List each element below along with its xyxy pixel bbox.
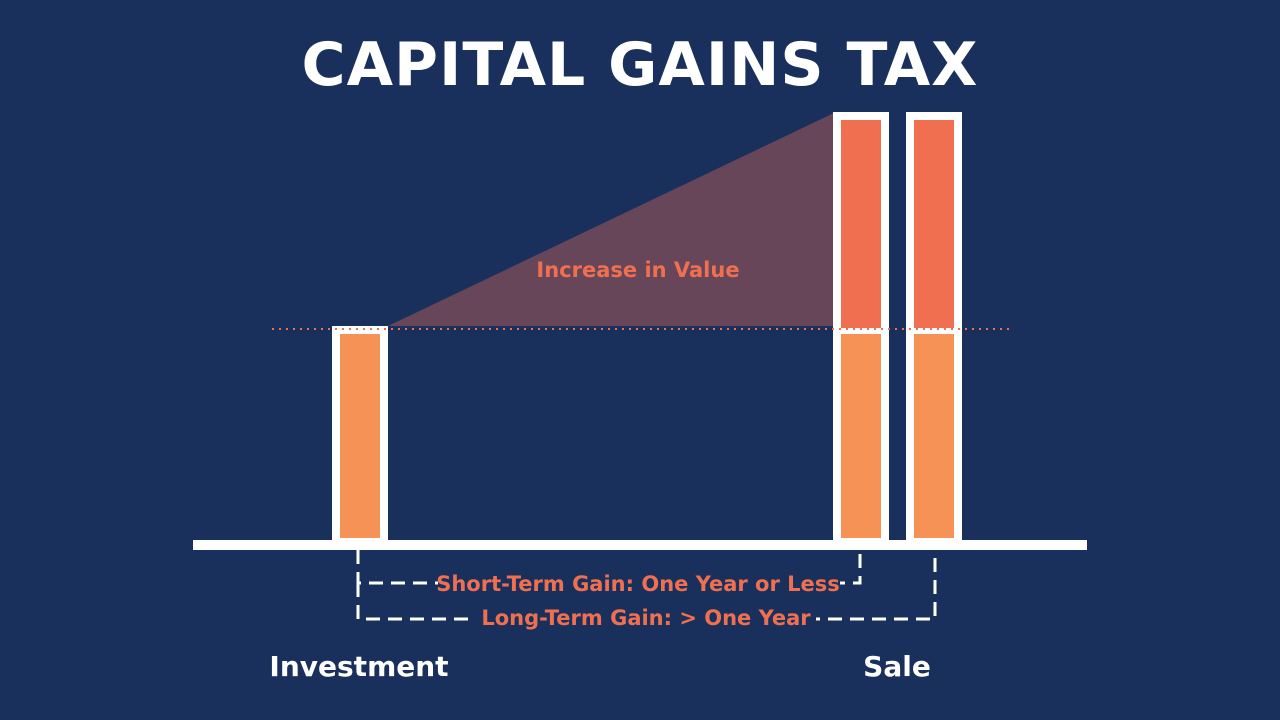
- short-term-label-backdrop: [438, 570, 840, 598]
- page-title: CAPITAL GAINS TAX: [301, 30, 979, 100]
- short-term-sale-bar-gain: [841, 120, 881, 328]
- long-term-label-backdrop: [476, 604, 816, 632]
- increase-in-value-label: Increase in Value: [536, 258, 739, 282]
- sale-label: Sale: [863, 650, 931, 683]
- timeline-axis: [193, 540, 1087, 550]
- increase-in-value-area: [388, 112, 836, 326]
- short-term-bracket: [356, 550, 862, 585]
- long-term-bracket: [356, 550, 937, 621]
- short-term-gain-label: Short-Term Gain: One Year or Less: [436, 572, 840, 596]
- investment-label: Investment: [269, 650, 448, 683]
- investment-bar-fill: [340, 334, 380, 538]
- long-term-sale-bar-gain: [914, 120, 954, 328]
- long-term-gain-label: Long-Term Gain: > One Year: [481, 606, 811, 630]
- short-term-sale-bar-base: [841, 334, 881, 538]
- long-term-sale-bar-base: [914, 334, 954, 538]
